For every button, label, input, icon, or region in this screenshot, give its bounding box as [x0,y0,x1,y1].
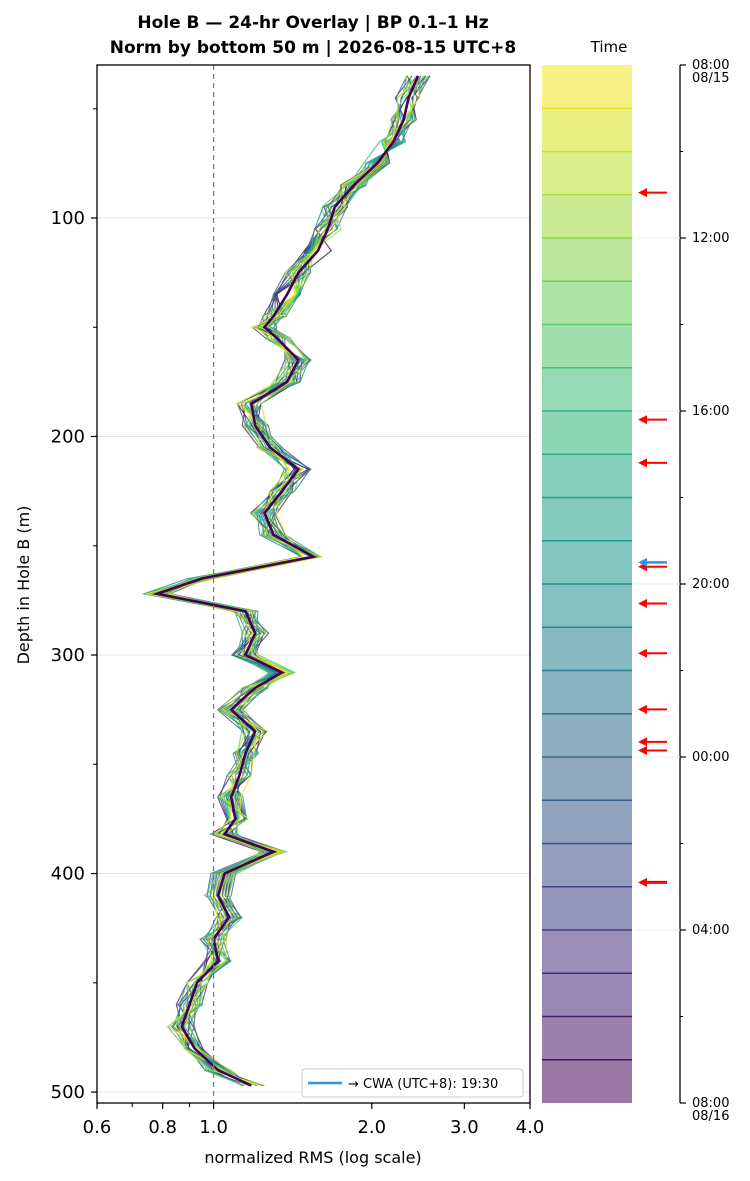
x-axis-ticks: 0.6 0.8 1.0 2.0 3.0 4.0 [83,1103,545,1138]
colorbar-band [542,65,632,109]
colorbar-band [542,973,632,1017]
colorbar-band [542,930,632,974]
colorbar-band [542,670,632,714]
y-tick-label: 400 [51,864,85,885]
colorbar-band [542,843,632,887]
profile-line-highlight [151,75,420,1087]
legend-label-cwa: → CWA (UTC+8): 19:30 [348,1077,498,1092]
event-arrow-red-head [638,737,647,747]
event-arrow-red-head [638,746,647,756]
x-tick-label: 1.0 [199,1117,228,1138]
chart-title-line1: Hole B — 24-hr Overlay | BP 0.1–1 Hz [137,13,488,33]
x-tick-label: 0.6 [83,1117,112,1138]
colorbar-band [542,454,632,498]
colorbar-band [542,1016,632,1060]
colorbar-band [542,281,632,325]
legend: → CWA (UTC+8): 19:30 [301,1068,524,1098]
colorbar-tick-label: 08:00 [692,1096,729,1111]
colorbar-band [542,713,632,757]
main-plot-area: 0.6 0.8 1.0 2.0 3.0 4.0 100 200 300 400 500 [51,64,545,1138]
colorbar-tick-label: 00:00 [692,750,729,765]
event-arrow-red-head [638,877,647,887]
colorbar-tick-label: 04:00 [692,923,729,938]
event-arrow-red-head [638,415,647,425]
event-arrow-red-head [638,598,647,608]
colorbar-band [542,411,632,455]
colorbar-tick-label: 16:00 [692,404,729,419]
colorbar-band [542,584,632,628]
colorbar-band [542,108,632,152]
colorbar-tick-label: 20:00 [692,577,729,592]
colorbar-tick-label: 12:00 [692,231,729,246]
chart-title-line2: Norm by bottom 50 m | 2026-08-15 UTC+8 [110,38,516,58]
event-arrow-blue-head [638,557,647,567]
colorbar-band [542,497,632,541]
legend-box [301,1068,524,1098]
x-tick-label: 3.0 [450,1117,479,1138]
colorbar-band [542,324,632,368]
y-tick-label: 500 [51,1082,85,1103]
colorbar-band [542,800,632,844]
event-arrows [638,188,667,887]
colorbar-band [542,627,632,671]
colorbar-tick-sublabel: 08/16 [692,1109,729,1124]
colorbar-band [542,757,632,801]
gridlines [97,217,530,1093]
colorbar-band [542,151,632,195]
colorbar-ticks: 08:0008/1512:0016:0020:0000:0004:0008:00… [634,58,729,1124]
event-arrow-red-head [638,648,647,658]
profile-line [161,75,425,1086]
colorbar-band [542,540,632,584]
colorbar-bands [542,65,632,1103]
y-tick-label: 100 [51,208,85,229]
colorbar-tick-label: 08:00 [692,58,729,73]
rms-profiles [141,75,431,1087]
profile-line [167,75,421,1087]
x-tick-label: 0.8 [148,1117,177,1138]
time-colorbar: Time 08:0008/1512:0016:0020:0000:0004:00… [542,38,729,1124]
y-axis-ticks: 100 200 300 400 500 [51,108,97,1103]
event-arrow-red-head [638,188,647,198]
colorbar-tick-sublabel: 08/15 [692,71,729,86]
x-tick-label: 4.0 [516,1117,545,1138]
y-tick-label: 300 [51,645,85,666]
y-axis-label: Depth in Hole B (m) [14,506,33,665]
colorbar-band [542,238,632,282]
event-arrow-red-head [638,704,647,714]
x-axis-label: normalized RMS (log scale) [204,1148,421,1167]
colorbar-title: Time [590,38,628,56]
colorbar-band [542,886,632,930]
colorbar-band [542,1059,632,1103]
colorbar-band [542,194,632,238]
profile-line [141,75,417,1086]
x-tick-label: 2.0 [357,1117,386,1138]
plot-frame [96,64,531,1104]
y-tick-label: 200 [51,426,85,447]
colorbar-band [542,367,632,411]
event-arrow-red-head [638,458,647,468]
